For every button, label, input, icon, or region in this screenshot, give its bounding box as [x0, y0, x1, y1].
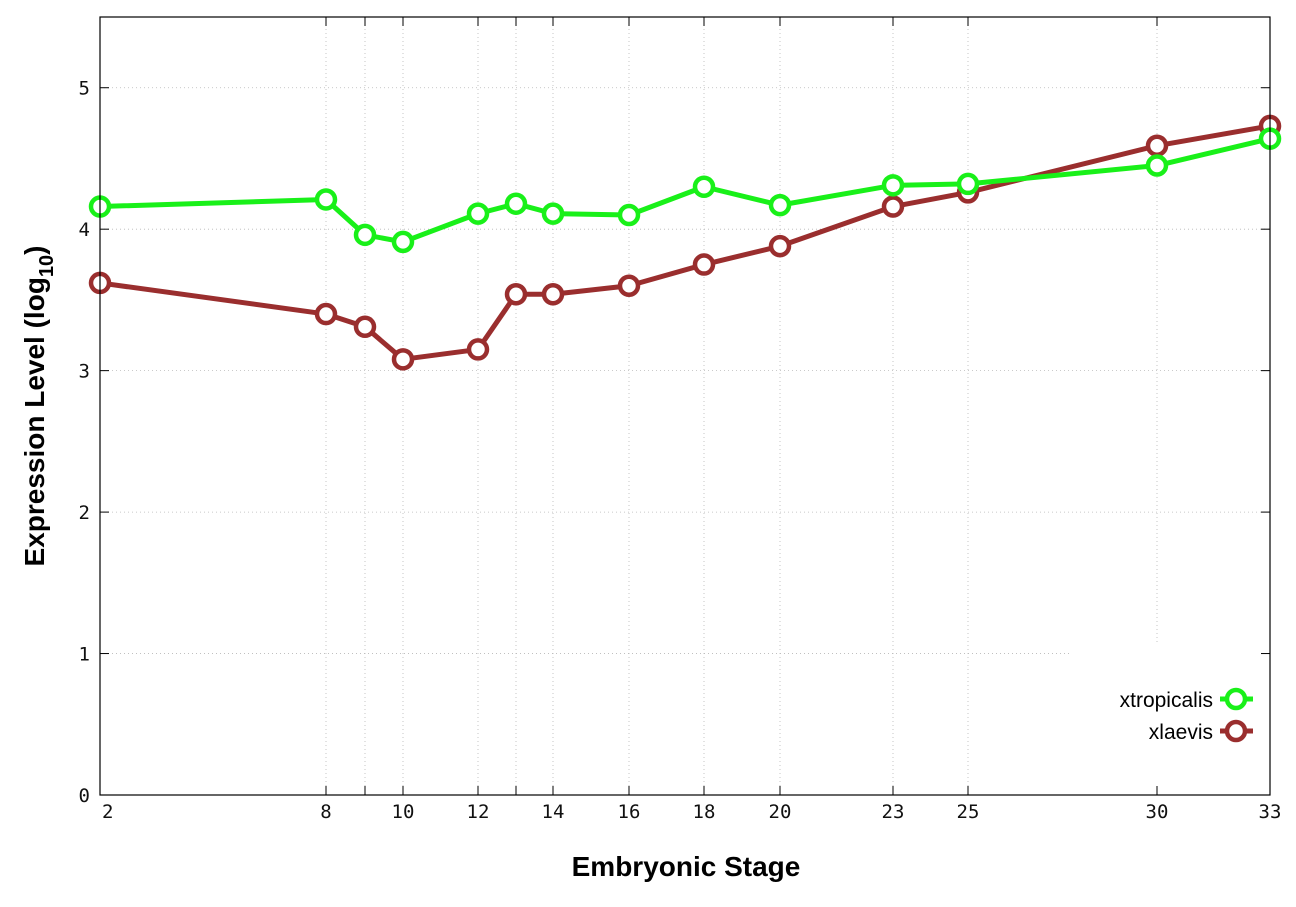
y-tick-label: 2	[79, 502, 90, 524]
data-point	[314, 188, 338, 211]
data-point	[353, 223, 377, 247]
legend-marker	[1224, 719, 1248, 743]
y-tick-label: 1	[79, 644, 90, 666]
legend-background	[1072, 642, 1268, 794]
x-tick-label: 2	[102, 801, 113, 823]
y-axis-title: Expression Level (log10)	[19, 246, 58, 567]
x-tick-label: 12	[467, 801, 490, 823]
series-xlaevis	[88, 114, 1282, 371]
y-axis-title-subscript: 10	[36, 255, 58, 277]
data-point	[956, 172, 980, 196]
x-tick-label: 30	[1146, 801, 1169, 823]
series-xtropicalis	[88, 127, 1282, 254]
data-point	[504, 283, 528, 306]
x-axis-title: Embryonic Stage	[572, 851, 801, 882]
data-point	[1145, 134, 1169, 157]
y-tick-label: 5	[79, 78, 90, 100]
data-point	[617, 274, 641, 298]
y-tick-label: 4	[79, 219, 90, 241]
data-point	[466, 338, 490, 361]
data-point	[391, 348, 415, 371]
y-axis-title-close: )	[19, 246, 50, 255]
legend-marker	[1224, 687, 1248, 711]
data-point	[466, 202, 490, 225]
data-point	[881, 195, 905, 218]
data-point	[1145, 154, 1169, 177]
legend-label: xlaevis	[1149, 721, 1213, 744]
y-tick-label: 0	[79, 785, 90, 807]
legend: xtropicalis xlaevis	[1120, 687, 1253, 744]
plot-border	[99, 16, 1271, 796]
series-layer	[88, 114, 1282, 371]
data-point	[353, 315, 377, 339]
legend-item-xtropicalis: xtropicalis	[1120, 687, 1253, 712]
legend-label: xtropicalis	[1120, 689, 1213, 712]
x-tick-label: 18	[693, 801, 716, 823]
x-tick-label: 8	[320, 801, 331, 823]
x-tick-label: 33	[1259, 801, 1282, 823]
y-tick-label: 3	[79, 361, 90, 383]
x-tick-label: 23	[882, 801, 905, 823]
data-point	[391, 230, 415, 254]
x-tick-label: 10	[392, 801, 415, 823]
data-point	[314, 302, 338, 326]
data-point	[504, 192, 528, 215]
data-point	[541, 283, 565, 306]
x-tick-label: 25	[957, 801, 980, 823]
data-point	[881, 174, 905, 197]
data-point	[692, 175, 716, 198]
data-point	[768, 234, 792, 258]
x-tick-label: 20	[769, 801, 792, 823]
x-tick-label: 16	[618, 801, 641, 823]
data-point	[617, 203, 641, 227]
data-point	[768, 193, 792, 217]
legend-item-xlaevis: xlaevis	[1149, 719, 1253, 744]
data-point	[692, 253, 716, 276]
x-tick-label: 14	[542, 801, 565, 823]
data-point	[541, 202, 565, 225]
y-axis-title-main: Expression Level (log	[19, 277, 50, 566]
